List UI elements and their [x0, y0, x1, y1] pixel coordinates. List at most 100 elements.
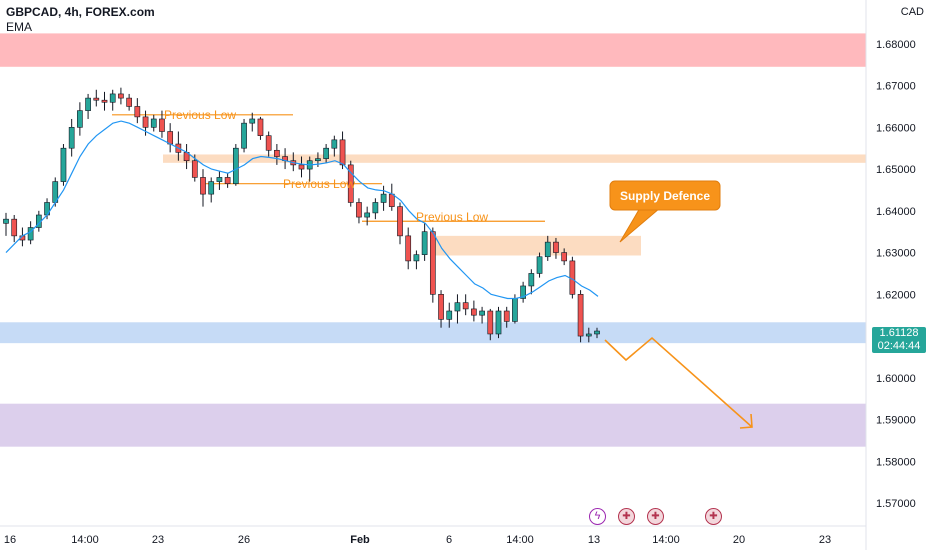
candle: [134, 98, 141, 124]
currency-label: CAD: [900, 6, 924, 18]
time-tick-label: 26: [238, 534, 250, 546]
price-tick-label: 1.67000: [876, 81, 916, 93]
time-tick-label: 13: [588, 534, 600, 546]
candle-body: [561, 252, 568, 262]
candle-body: [257, 118, 264, 136]
time-tick-label: 14:00: [71, 534, 99, 546]
price-tick-label: 1.57000: [876, 498, 916, 510]
candle: [77, 102, 83, 136]
candle: [479, 306, 485, 324]
projection-arrow: [604, 336, 753, 428]
bar-countdown: 02:44:44: [877, 340, 921, 352]
candle: [503, 306, 510, 328]
candle-body: [109, 93, 116, 103]
supply-defence-label: Supply Defence: [620, 189, 710, 203]
candle-body: [503, 310, 510, 322]
time-tick-label: 14:00: [652, 534, 680, 546]
uk-flag-icon[interactable]: ✚: [618, 508, 635, 525]
callout-box: [609, 180, 721, 211]
candle-body: [159, 118, 165, 132]
candle: [364, 206, 371, 226]
blue-zone: [0, 322, 866, 344]
candle-body: [315, 158, 321, 162]
supply-defence-callout[interactable]: Supply Defence: [609, 180, 721, 243]
candle-body: [208, 181, 215, 195]
flash-icon[interactable]: ϟ: [589, 508, 606, 525]
candle-body: [528, 273, 535, 287]
price-axis[interactable]: 1.68000 1.67000 1.66000 1.65000 1.64000 1.630…: [876, 39, 916, 510]
candle-body: [232, 147, 239, 184]
candle-body: [200, 177, 206, 195]
candle: [101, 91, 108, 111]
candle: [249, 112, 256, 132]
candle: [585, 327, 592, 343]
candle: [446, 302, 453, 328]
candle-body: [553, 241, 559, 253]
candle-body: [60, 147, 67, 182]
time-tick-label: 6: [446, 534, 452, 546]
candle: [594, 327, 600, 339]
candle-body: [216, 177, 223, 182]
candle: [438, 290, 444, 328]
projection-arrowhead: [739, 413, 753, 429]
last-price: 1.61128: [879, 327, 919, 339]
candle: [471, 300, 477, 322]
candle-body: [438, 294, 444, 320]
candle: [569, 256, 576, 299]
candle: [413, 250, 420, 270]
candle: [429, 227, 436, 303]
candle: [265, 131, 272, 157]
candle: [298, 156, 305, 178]
candle: [85, 93, 91, 119]
time-axis[interactable]: 16 14:00 23 26 Feb 6 14:00 13 14:00 20 23: [4, 534, 831, 546]
candle: [183, 144, 190, 170]
candle: [282, 148, 288, 170]
candle: [454, 294, 461, 324]
price-tick-label: 1.65000: [876, 164, 916, 176]
candle-body: [388, 193, 395, 207]
candle: [495, 306, 502, 339]
candle-body: [512, 298, 518, 322]
candle-body: [569, 260, 576, 295]
candle-body: [134, 106, 141, 118]
candle-body: [298, 164, 305, 170]
chart-header: GBPCAD, 4h, FOREX.com EMA: [6, 5, 155, 35]
candle: [323, 144, 329, 163]
price-tick-label: 1.68000: [876, 39, 916, 51]
candle: [372, 198, 379, 220]
symbol-title[interactable]: GBPCAD, 4h, FOREX.com: [6, 5, 155, 19]
candle: [93, 89, 100, 107]
candle-body: [150, 118, 157, 128]
ema-line: [5, 120, 599, 300]
candle: [118, 87, 124, 105]
candle: [224, 173, 231, 188]
candle-body: [544, 241, 551, 258]
candle-body: [397, 206, 403, 237]
candle-body: [126, 97, 132, 107]
candle: [109, 89, 116, 111]
candle-body: [594, 330, 600, 335]
last-price-tag: 1.61128 02:44:44: [872, 327, 926, 353]
candle: [200, 169, 206, 207]
uk-flag-icon[interactable]: ✚: [647, 508, 664, 525]
indicator-label[interactable]: EMA: [6, 20, 33, 34]
candle-body: [93, 97, 100, 101]
time-tick-label: 20: [733, 534, 745, 546]
candle-body: [462, 302, 469, 310]
annotation-lines: [112, 114, 545, 222]
candle: [208, 177, 215, 203]
candle-body: [11, 218, 18, 237]
candle-body: [495, 310, 502, 335]
candle-body: [331, 139, 338, 149]
candle-body: [3, 218, 9, 224]
candle: [405, 227, 412, 270]
candle-body: [405, 235, 412, 262]
price-tick-label: 1.59000: [876, 415, 916, 427]
uk-flag-icon[interactable]: ✚: [705, 508, 722, 525]
price-tick-label: 1.63000: [876, 248, 916, 260]
candle-body: [356, 202, 362, 218]
previous-low-label-3: Previous Low: [416, 210, 488, 224]
candle: [159, 110, 165, 138]
candle: [553, 237, 559, 259]
